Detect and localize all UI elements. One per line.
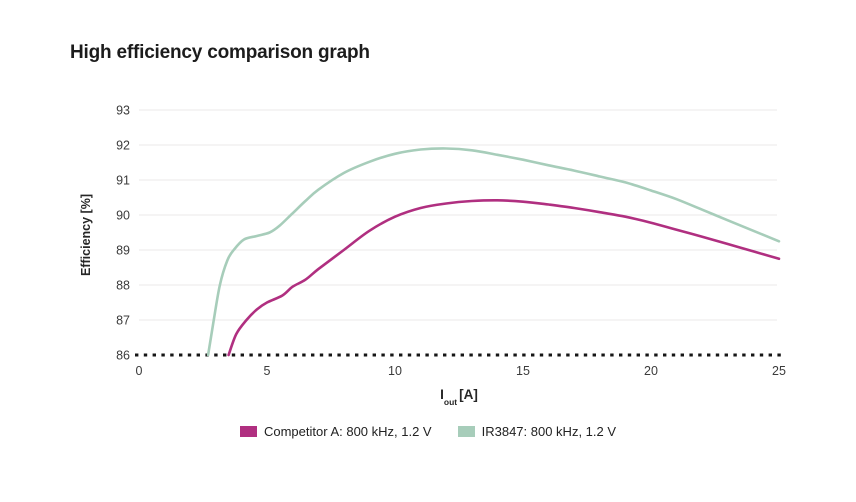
legend: Competitor A: 800 kHz, 1.2 V IR3847: 800…	[0, 424, 856, 439]
y-tick-label: 92	[116, 139, 130, 153]
x-tick-label: 0	[136, 364, 143, 378]
x-tick-label: 25	[772, 364, 786, 378]
x-tick-label: 10	[388, 364, 402, 378]
chart-title: High efficiency comparison graph	[70, 42, 370, 63]
y-tick-label: 86	[116, 349, 130, 363]
x-axis-title: Iout [A]	[139, 387, 779, 407]
y-tick-label: 91	[116, 174, 130, 188]
x-tick-label: 20	[644, 364, 658, 378]
x-axis-symbol: I	[440, 387, 444, 402]
y-tick-label: 89	[116, 244, 130, 258]
legend-swatch-ir3847-icon	[457, 426, 475, 437]
x-axis-unit: [A]	[459, 387, 478, 402]
legend-swatch-competitor-icon	[239, 426, 257, 437]
x-tick-label: 5	[264, 364, 271, 378]
series-line-0	[227, 198, 781, 357]
legend-item-ir3847: IR3847: 800 kHz, 1.2 V	[457, 424, 617, 439]
y-tick-label: 93	[116, 104, 130, 118]
y-tick-label: 88	[116, 279, 130, 293]
y-tick-label: 87	[116, 314, 130, 328]
x-axis-subscript: out	[443, 396, 458, 407]
legend-label-competitor: Competitor A: 800 kHz, 1.2 V	[263, 424, 432, 439]
series-line-1	[206, 147, 781, 357]
y-tick-label: 90	[116, 209, 130, 223]
legend-item-competitor: Competitor A: 800 kHz, 1.2 V	[239, 424, 432, 439]
legend-label-ir3847: IR3847: 800 kHz, 1.2 V	[481, 424, 617, 439]
x-tick-label: 15	[516, 364, 530, 378]
